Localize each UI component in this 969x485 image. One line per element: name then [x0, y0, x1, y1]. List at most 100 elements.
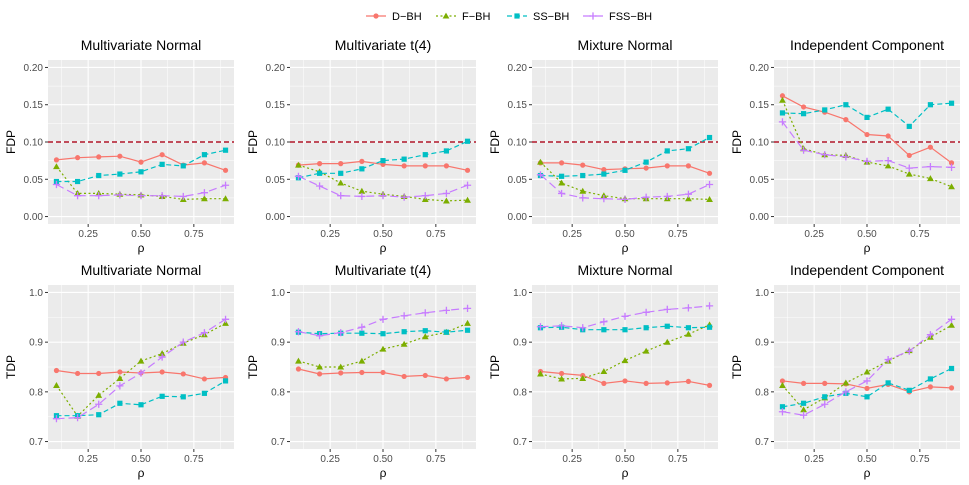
x-tick-label: 0.75	[668, 229, 688, 240]
y-tick-label: 0.15	[24, 100, 44, 111]
data-point	[664, 323, 670, 329]
panel-3: Mixture Normal 0.00 0.05 0.10 0.15 0.20 0.25 0.…	[488, 37, 718, 255]
data-point	[137, 369, 145, 377]
panel-8: Independent Component 0.7 0.8 0.9 1.0 0.25 0.5…	[730, 262, 960, 480]
data-point	[52, 415, 61, 423]
data-point	[800, 380, 807, 386]
data-point	[642, 193, 650, 201]
data-point	[295, 357, 302, 364]
x-tick-label: 0.25	[78, 454, 98, 465]
data-point	[401, 329, 407, 335]
y-tick-label: 0.00	[750, 212, 770, 223]
data-point	[222, 195, 229, 202]
data-point	[579, 194, 587, 202]
data-point	[379, 192, 387, 200]
x-tick-label: 0.75	[668, 454, 688, 465]
series-line	[56, 166, 226, 201]
data-point	[779, 404, 786, 410]
data-point	[906, 387, 912, 393]
data-point	[685, 378, 692, 385]
data-point	[927, 175, 934, 182]
y-tick-label: 0.8	[271, 387, 285, 398]
series-fss-bh	[52, 315, 230, 423]
data-point	[180, 163, 186, 169]
data-point	[222, 167, 229, 173]
data-point	[684, 190, 693, 198]
data-point	[380, 331, 386, 337]
data-point	[116, 382, 124, 390]
data-point	[947, 315, 956, 323]
data-point	[706, 382, 713, 388]
y-tick-label: 1.0	[271, 288, 285, 299]
y-tick-label: 0.8	[513, 387, 527, 398]
data-point	[601, 166, 607, 173]
panel-title: Multivariate t(4)	[335, 37, 431, 53]
data-point	[422, 163, 428, 169]
data-point	[779, 110, 786, 116]
data-point	[222, 378, 229, 384]
data-point	[464, 167, 471, 173]
y-tick-label: 0.20	[508, 63, 528, 74]
x-tick-label: 0.75	[910, 454, 930, 465]
y-tick-label: 0.00	[508, 212, 528, 223]
data-point	[705, 180, 714, 189]
x-axis-label: ρ	[622, 241, 629, 255]
data-point	[822, 394, 828, 400]
y-tick-label: 0.10	[24, 138, 44, 149]
data-point	[443, 376, 450, 382]
data-point	[643, 325, 649, 331]
data-point	[464, 374, 471, 381]
data-point	[600, 318, 608, 326]
data-point	[359, 369, 365, 376]
data-point	[337, 363, 345, 370]
data-point	[948, 100, 955, 106]
x-tick-label: 0.50	[131, 229, 151, 240]
panel-title: Mixture Normal	[578, 37, 673, 53]
data-point	[601, 171, 607, 177]
data-point	[95, 192, 103, 200]
data-point	[400, 193, 408, 201]
data-point	[358, 187, 366, 194]
series-ss-bh	[537, 134, 713, 179]
data-point	[884, 157, 892, 165]
data-point	[443, 197, 450, 204]
data-point	[295, 366, 302, 372]
data-point	[884, 162, 892, 169]
legend-label: FSS−BH	[609, 11, 652, 23]
data-point	[159, 393, 165, 399]
data-point	[74, 370, 81, 377]
data-point	[443, 163, 450, 169]
data-point	[316, 371, 323, 377]
data-point	[179, 192, 187, 201]
data-point	[201, 376, 208, 382]
data-point	[338, 170, 344, 176]
y-tick-label: 0.05	[24, 175, 44, 186]
data-point	[947, 163, 956, 171]
data-point	[201, 160, 208, 166]
data-point	[800, 104, 807, 110]
data-point	[95, 391, 103, 398]
data-point	[400, 340, 408, 347]
y-tick-label: 0.05	[266, 175, 286, 186]
x-tick-label: 0.50	[373, 454, 393, 465]
data-point	[315, 332, 324, 340]
data-point	[337, 329, 345, 337]
data-point	[601, 327, 607, 333]
data-point	[200, 189, 209, 197]
y-tick-label: 0.10	[750, 138, 770, 149]
data-point	[74, 155, 81, 161]
data-point	[137, 357, 145, 364]
data-point	[684, 304, 693, 312]
data-point	[96, 412, 102, 418]
data-point	[621, 357, 629, 364]
data-point	[73, 192, 82, 200]
data-point	[927, 384, 934, 390]
data-point	[642, 308, 650, 316]
y-tick-label: 0.8	[29, 387, 43, 398]
data-point	[401, 373, 407, 380]
data-point	[799, 146, 808, 154]
data-point	[442, 189, 451, 198]
data-point	[685, 325, 692, 331]
legend-key-marker	[514, 13, 520, 19]
x-tick-label: 0.75	[910, 229, 930, 240]
